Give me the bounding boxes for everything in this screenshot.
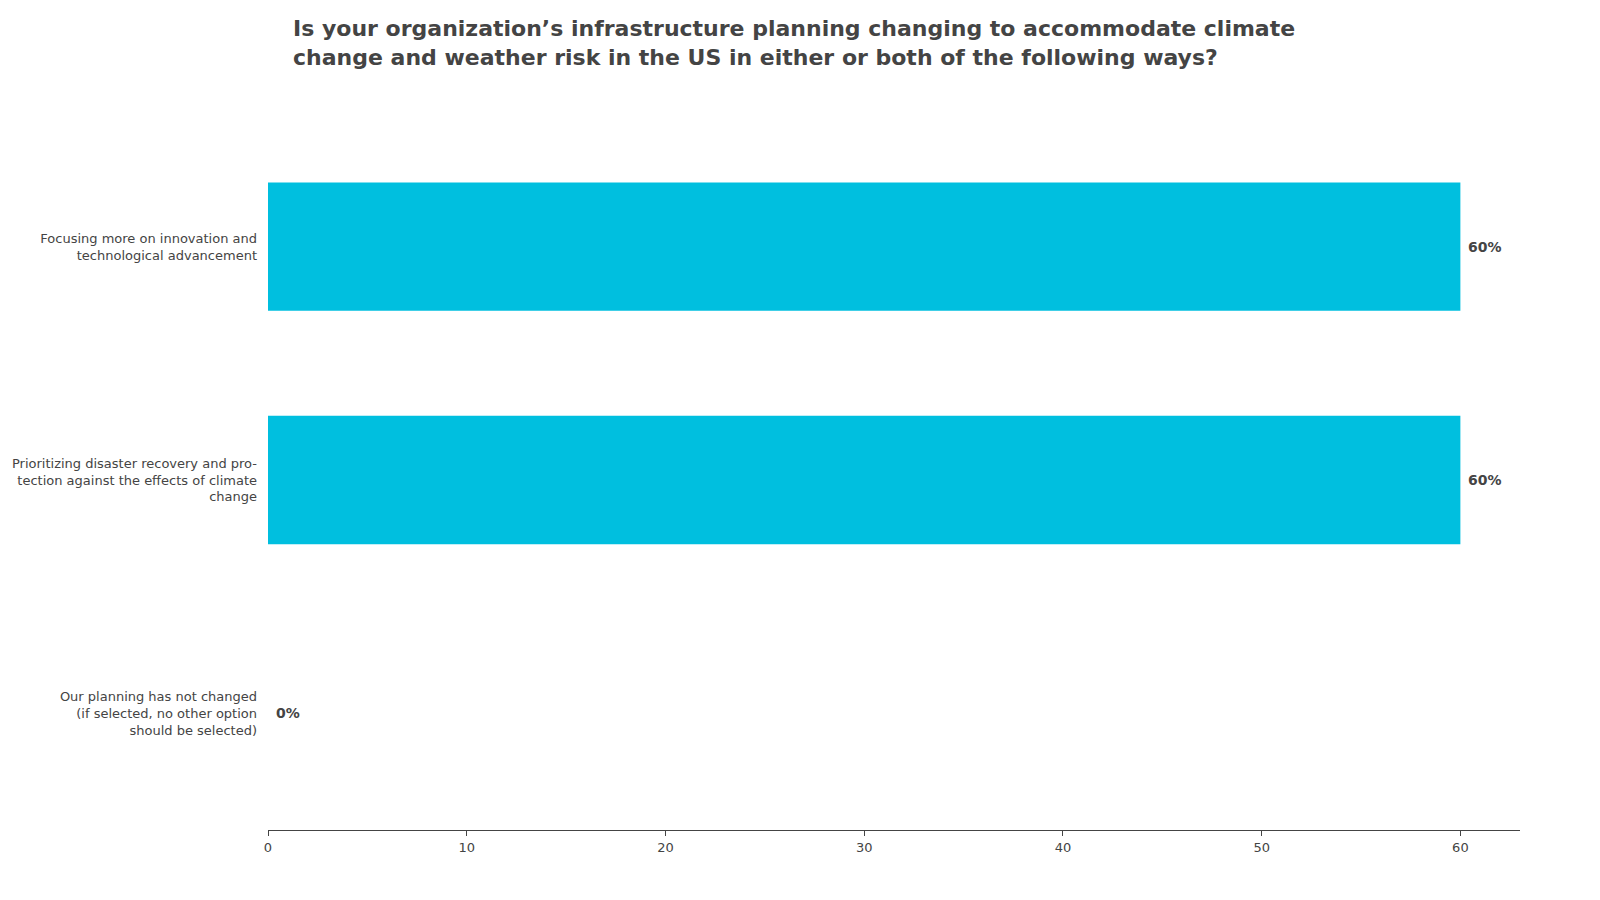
svg-text:Focusing more on innovation an: Focusing more on innovation andtechnolog…	[40, 231, 257, 263]
svg-text:60%: 60%	[1468, 239, 1502, 255]
svg-text:40: 40	[1055, 840, 1072, 855]
svg-text:Our planning has not changed(i: Our planning has not changed(if selected…	[60, 689, 257, 738]
svg-text:0%: 0%	[276, 705, 300, 721]
svg-text:30: 30	[856, 840, 873, 855]
svg-text:20: 20	[657, 840, 674, 855]
svg-text:60%: 60%	[1468, 472, 1502, 488]
svg-text:60: 60	[1452, 840, 1469, 855]
svg-text:Prioritizing disaster recovery: Prioritizing disaster recovery and pro-t…	[12, 456, 257, 505]
svg-text:10: 10	[458, 840, 475, 855]
svg-text:50: 50	[1253, 840, 1270, 855]
svg-text:Is your organization’s infrast: Is your organization’s infrastructure pl…	[293, 16, 1295, 70]
svg-text:0: 0	[264, 840, 272, 855]
